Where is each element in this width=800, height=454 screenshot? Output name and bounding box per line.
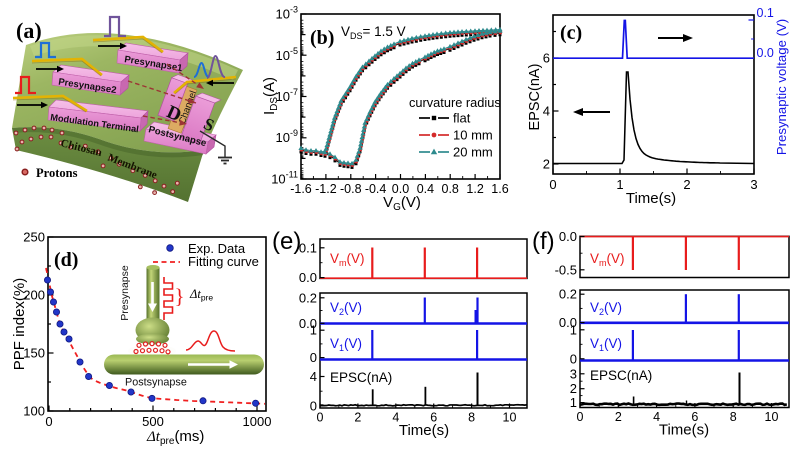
svg-text:6: 6 bbox=[691, 410, 698, 424]
svg-text:Time(s): Time(s) bbox=[626, 190, 676, 207]
svg-text:0.2: 0.2 bbox=[559, 287, 577, 302]
svg-text:-0.8: -0.8 bbox=[340, 182, 362, 196]
svg-text:8: 8 bbox=[468, 411, 475, 425]
svg-text:(b): (b) bbox=[310, 27, 334, 49]
svg-text:Postsynapse: Postsynapse bbox=[125, 377, 187, 389]
svg-text:10: 10 bbox=[503, 411, 517, 425]
svg-text:10 mm: 10 mm bbox=[453, 128, 493, 143]
svg-text:2: 2 bbox=[570, 381, 577, 396]
svg-text:10-3: 10-3 bbox=[276, 5, 298, 22]
svg-text:4: 4 bbox=[543, 104, 550, 119]
svg-text:0.0: 0.0 bbox=[299, 316, 317, 331]
svg-text:curvature radius: curvature radius bbox=[409, 95, 501, 110]
svg-text:1000: 1000 bbox=[243, 414, 272, 429]
svg-text:0: 0 bbox=[577, 410, 584, 424]
svg-text:Vm(V): Vm(V) bbox=[330, 251, 365, 268]
svg-text:2: 2 bbox=[354, 411, 361, 425]
svg-text:V2(V): V2(V) bbox=[330, 300, 362, 317]
svg-text:6: 6 bbox=[543, 51, 550, 66]
svg-text:flat: flat bbox=[453, 111, 471, 126]
svg-text:EPSC(nA): EPSC(nA) bbox=[330, 370, 392, 385]
svg-text:0: 0 bbox=[549, 177, 556, 192]
svg-text:EPSC(nA): EPSC(nA) bbox=[527, 64, 543, 131]
svg-text:(e): (e) bbox=[272, 228, 301, 255]
svg-text:2: 2 bbox=[543, 157, 550, 172]
svg-text:1.6: 1.6 bbox=[491, 182, 508, 196]
svg-text:(d): (d) bbox=[54, 249, 78, 271]
svg-text:Vm(V): Vm(V) bbox=[590, 251, 625, 268]
svg-text:Presynapse: Presynapse bbox=[119, 265, 131, 321]
svg-text:V2(V): V2(V) bbox=[590, 300, 622, 317]
svg-text:(a): (a) bbox=[16, 18, 42, 43]
svg-text:0: 0 bbox=[570, 351, 577, 366]
svg-text:(c): (c) bbox=[560, 22, 582, 44]
svg-text:10-9: 10-9 bbox=[276, 128, 298, 145]
svg-text:-1.2: -1.2 bbox=[315, 182, 337, 196]
svg-text:0.0: 0.0 bbox=[392, 182, 409, 196]
svg-text:3: 3 bbox=[750, 177, 757, 192]
svg-text:1: 1 bbox=[570, 322, 577, 337]
svg-text:3: 3 bbox=[570, 366, 577, 381]
svg-text:0: 0 bbox=[310, 350, 317, 365]
svg-text:2: 2 bbox=[615, 410, 622, 424]
svg-text:0.8: 0.8 bbox=[442, 182, 459, 196]
svg-text:V1(V): V1(V) bbox=[330, 336, 362, 353]
svg-text:0.1: 0.1 bbox=[757, 6, 774, 20]
svg-text:-1.6: -1.6 bbox=[290, 182, 312, 196]
svg-text:500: 500 bbox=[142, 414, 164, 429]
svg-text:1: 1 bbox=[310, 323, 317, 338]
svg-text:(f): (f) bbox=[532, 228, 555, 255]
svg-text:2: 2 bbox=[683, 177, 690, 192]
svg-text:Fitting curve: Fitting curve bbox=[188, 254, 259, 269]
svg-text:EPSC(nA): EPSC(nA) bbox=[590, 368, 652, 383]
svg-text:150: 150 bbox=[23, 346, 45, 361]
svg-text:IDS(A): IDS(A) bbox=[261, 77, 280, 115]
svg-text:0.0: 0.0 bbox=[299, 270, 317, 285]
svg-text:4: 4 bbox=[653, 410, 660, 424]
svg-text:0: 0 bbox=[45, 414, 52, 429]
svg-text:6: 6 bbox=[430, 411, 437, 425]
svg-text:0.4: 0.4 bbox=[417, 182, 434, 196]
svg-text:8: 8 bbox=[730, 410, 737, 424]
svg-text:0.0: 0.0 bbox=[559, 315, 577, 330]
svg-text:4: 4 bbox=[310, 369, 317, 384]
svg-text:0: 0 bbox=[317, 411, 324, 425]
svg-text:VG(V): VG(V) bbox=[383, 194, 421, 213]
svg-text:Presynaptic voltage (V): Presynaptic voltage (V) bbox=[774, 19, 789, 155]
svg-text:10-5: 10-5 bbox=[276, 46, 298, 63]
svg-text:1: 1 bbox=[570, 395, 577, 410]
svg-text:-0.4: -0.4 bbox=[365, 182, 387, 196]
svg-text:-0.5: -0.5 bbox=[555, 262, 577, 277]
svg-text:Δtpre: Δtpre bbox=[189, 287, 213, 303]
svg-text:Exp. Data: Exp. Data bbox=[188, 241, 246, 256]
svg-text:Time(s): Time(s) bbox=[399, 422, 449, 439]
svg-text:0.1: 0.1 bbox=[299, 240, 317, 255]
svg-text:0.0: 0.0 bbox=[757, 46, 774, 60]
svg-text:100: 100 bbox=[23, 404, 45, 419]
svg-text:1: 1 bbox=[616, 177, 623, 192]
svg-text:250: 250 bbox=[23, 230, 45, 245]
svg-text:0: 0 bbox=[310, 398, 317, 413]
svg-text:10: 10 bbox=[765, 410, 779, 424]
svg-text:}: } bbox=[175, 284, 185, 308]
svg-text:1.2: 1.2 bbox=[466, 182, 483, 196]
svg-text:VDS= 1.5 V: VDS= 1.5 V bbox=[341, 24, 406, 41]
svg-text:Δtpre(ms): Δtpre(ms) bbox=[146, 428, 204, 447]
svg-text:200: 200 bbox=[23, 288, 45, 303]
svg-text:0.2: 0.2 bbox=[299, 290, 317, 305]
svg-text:4: 4 bbox=[392, 411, 399, 425]
svg-text:Time(s): Time(s) bbox=[659, 422, 709, 439]
svg-text:0.0: 0.0 bbox=[559, 229, 577, 244]
svg-text:V1(V): V1(V) bbox=[590, 336, 622, 353]
svg-text:20 mm: 20 mm bbox=[453, 145, 493, 160]
svg-text:Protons: Protons bbox=[36, 166, 78, 180]
svg-text:PPF index(%): PPF index(%) bbox=[11, 278, 28, 371]
